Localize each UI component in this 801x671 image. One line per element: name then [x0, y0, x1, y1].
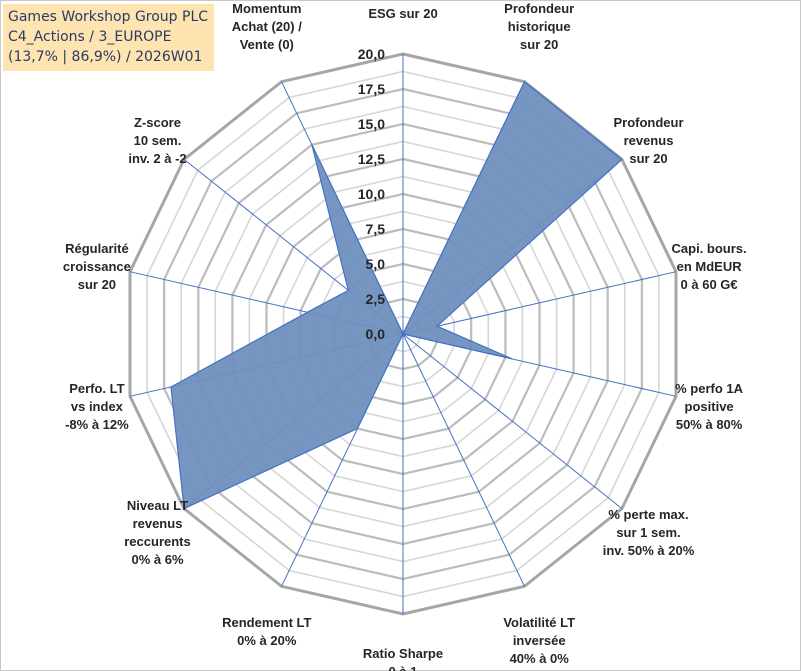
title-company: Games Workshop Group PLC — [8, 9, 209, 25]
radar-axis-label-line: % perfo 1A — [675, 381, 744, 396]
radar-axis-label-line: 0 à 60 G€ — [681, 277, 738, 292]
radar-axis-label-line: Capi. bours. — [672, 241, 747, 256]
radar-axis-label: % perte max. sur 1 sem. inv. 50% à 20% — [603, 507, 695, 558]
radar-axis-label-line: Achat (20) / — [232, 19, 302, 34]
radar-axis-label-line: % perte max. — [608, 507, 688, 522]
radar-axis-label-line: croissance — [63, 259, 131, 274]
radar-axis-label-line: 0% à 6% — [131, 552, 183, 567]
radar-axis-label-line: Momentum — [232, 1, 301, 16]
radar-axis-label: Z-score 10 sem. inv. 2 à -2 — [128, 115, 186, 166]
radar-axis-label-line: 10 sem. — [134, 133, 182, 148]
radar-axis-label: Momentum Achat (20) / Vente (0) — [232, 1, 302, 52]
radar-axis-label-line: reccurents — [124, 534, 190, 549]
radar-axis-label-line: Note — [389, 0, 418, 3]
title-category: C4_Actions / 3_EUROPE — [8, 29, 172, 45]
radar-axis-label-line: Profondeur — [613, 115, 683, 130]
radar-spoke — [402, 271, 677, 335]
radar-tick-label: 15,0 — [358, 116, 385, 132]
radar-spoke — [402, 333, 525, 587]
radar-axis-label: Rendement LT 0% à 20% — [222, 615, 311, 648]
radar-axis-label-line: Perfo. LT — [69, 381, 124, 396]
radar-axis-labels: Note ESG sur 20 Profondeur historique sur 20… — [63, 0, 747, 671]
chart-title-box: Games Workshop Group PLC C4_Actions / 3_… — [3, 4, 215, 71]
radar-axis-label: Capi. bours. en MdEUR 0 à 60 G€ — [672, 241, 747, 292]
radar-axis-label-line: 0% à 20% — [237, 633, 297, 648]
radar-axis-label: Régularité croissance sur 20 — [63, 241, 131, 292]
radar-axis-label: Note ESG sur 20 — [368, 0, 437, 21]
radar-axis-label: Profondeur revenus sur 20 — [613, 115, 683, 166]
radar-axis-label-line: 40% à 0% — [510, 651, 570, 666]
radar-axis-label-line: inv. 2 à -2 — [128, 151, 186, 166]
radar-axis-label-line: sur 20 — [78, 277, 116, 292]
radar-tick-label: 12,5 — [358, 151, 385, 167]
radar-axis-label-line: revenus — [133, 516, 183, 531]
radar-axis-label-line: -8% à 12% — [65, 417, 129, 432]
radar-axis-label-line: historique — [508, 19, 571, 34]
radar-spoke — [402, 333, 623, 509]
radar-axis-label-line: inversée — [513, 633, 566, 648]
radar-axis-label-line: Vente (0) — [240, 37, 294, 52]
radar-axis-label-line: inv. 50% à 20% — [603, 543, 695, 558]
radar-axis-label-line: sur 1 sem. — [616, 525, 680, 540]
radar-axis-label-line: Profondeur — [504, 1, 574, 16]
radar-axis-label-line: Régularité — [65, 241, 129, 256]
radar-axis-label-line: sur 20 — [629, 151, 667, 166]
radar-tick-label: 17,5 — [358, 81, 385, 97]
radar-axis-label: Niveau LT revenus reccurents 0% à 6% — [124, 498, 190, 567]
radar-tick-labels: 0,0 2,5 5,0 7,5 10,0 12,5 15,0 17,5 20,0 — [358, 46, 385, 342]
title-period: (13,7% | 86,9%) / 2026W01 — [8, 49, 203, 65]
radar-axis-label: Perfo. LT vs index -8% à 12% — [65, 381, 129, 432]
radar-axis-label-line: 50% à 80% — [676, 417, 743, 432]
radar-axis-label-line: ESG sur 20 — [368, 6, 437, 21]
radar-axis-label-line: en MdEUR — [677, 259, 743, 274]
radar-axis-label-line: Rendement LT — [222, 615, 311, 630]
radar-axis-label-line: 0 à 1 — [389, 664, 418, 671]
radar-tick-label: 20,0 — [358, 46, 385, 62]
radar-axis-label-line: positive — [685, 399, 734, 414]
radar-axis-label: % perfo 1A positive 50% à 80% — [675, 381, 744, 432]
radar-axis-label-line: Z-score — [134, 115, 181, 130]
radar-axis-label-line: vs index — [71, 399, 124, 414]
radar-tick-label: 7,5 — [366, 221, 386, 237]
radar-axis-label-line: Volatilité LT — [503, 615, 575, 630]
radar-axis-label-line: Niveau LT — [127, 498, 188, 513]
radar-axis-label-line: sur 20 — [520, 37, 558, 52]
radar-axis-label: Profondeur historique sur 20 — [504, 1, 574, 52]
radar-axis-label: Ratio Sharpe 0 à 1 — [363, 646, 443, 671]
radar-tick-label: 5,0 — [366, 256, 386, 272]
radar-axis-label: Volatilité LT inversée 40% à 0% — [503, 615, 575, 666]
radar-tick-label: 2,5 — [366, 291, 386, 307]
radar-axis-label-line: revenus — [624, 133, 674, 148]
radar-series — [170, 80, 623, 510]
radar-tick-label: 10,0 — [358, 186, 385, 202]
radar-axis-label-line: Ratio Sharpe — [363, 646, 443, 661]
radar-tick-label: 0,0 — [366, 326, 386, 342]
